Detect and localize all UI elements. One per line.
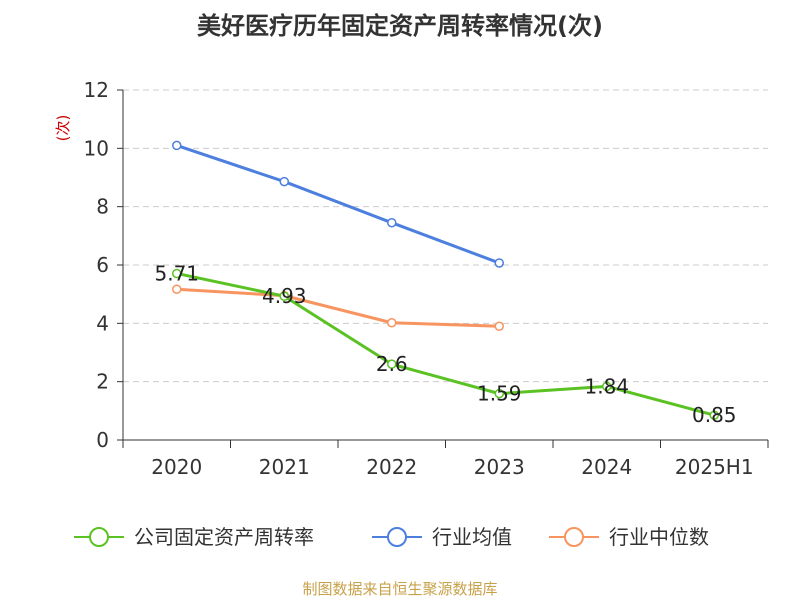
y-tick-label: 8 xyxy=(96,195,109,219)
x-tick-label: 2020 xyxy=(151,455,202,479)
x-tick-label: 2023 xyxy=(474,455,525,479)
legend-item: 公司固定资产周转率 xyxy=(74,525,314,549)
series-line xyxy=(176,143,500,265)
legend: 公司固定资产周转率 行业均值 行业中位数 xyxy=(74,525,709,549)
y-axis-label: (次) xyxy=(54,115,72,142)
series-line xyxy=(176,271,715,417)
y-tick-label: 12 xyxy=(84,78,109,102)
series-line xyxy=(176,287,500,328)
legend-marker xyxy=(89,527,109,547)
legend-item: 行业中位数 xyxy=(549,525,709,549)
data-point xyxy=(494,388,504,399)
y-tick-label: 6 xyxy=(96,253,109,277)
legend-marker xyxy=(387,527,407,547)
y-tick-label: 2 xyxy=(96,370,109,394)
data-point xyxy=(387,359,397,369)
x-tick-label: 2025H1 xyxy=(675,455,754,479)
axes: 0 2 4 6 8 10 12 (次) 2020 2021 2022 2023 2024 2025H1 xyxy=(54,78,769,479)
data-point xyxy=(172,140,182,151)
data-label: 0.85 xyxy=(692,403,737,427)
data-point xyxy=(387,217,397,228)
data-label: 1.59 xyxy=(477,382,522,406)
legend-item: 行业均值 xyxy=(372,525,512,549)
x-tick-label: 2024 xyxy=(581,455,632,479)
legend-label: 行业均值 xyxy=(432,525,512,549)
x-tick-label: 2022 xyxy=(366,455,417,479)
series-layer xyxy=(172,140,719,420)
legend-marker xyxy=(564,527,584,547)
y-tick-label: 10 xyxy=(84,136,109,160)
data-label: 1.84 xyxy=(584,374,629,398)
data-label: 4.93 xyxy=(262,284,307,308)
y-tick-label: 4 xyxy=(96,311,109,335)
grid-lines xyxy=(123,89,768,383)
data-label: 5.71 xyxy=(154,261,199,285)
data-label: 2.6 xyxy=(376,352,408,376)
data-point xyxy=(494,321,504,331)
data-point xyxy=(602,381,612,392)
x-tick-label: 2021 xyxy=(259,455,310,479)
data-point xyxy=(709,410,719,420)
data-point xyxy=(387,318,397,328)
chart-title: 美好医疗历年固定资产周转率情况(次) xyxy=(197,12,603,40)
data-point xyxy=(279,176,289,187)
data-labels: 5.71 4.93 2.6 1.59 1.84 0.85 xyxy=(154,261,736,427)
source-note: 制图数据来自恒生聚源数据库 xyxy=(302,580,498,598)
data-point xyxy=(172,284,182,294)
y-tick-label: 0 xyxy=(96,428,109,452)
data-point xyxy=(494,258,504,268)
legend-label: 行业中位数 xyxy=(609,525,709,549)
data-point xyxy=(172,268,182,279)
data-point xyxy=(279,291,289,301)
legend-label: 公司固定资产周转率 xyxy=(134,525,314,549)
